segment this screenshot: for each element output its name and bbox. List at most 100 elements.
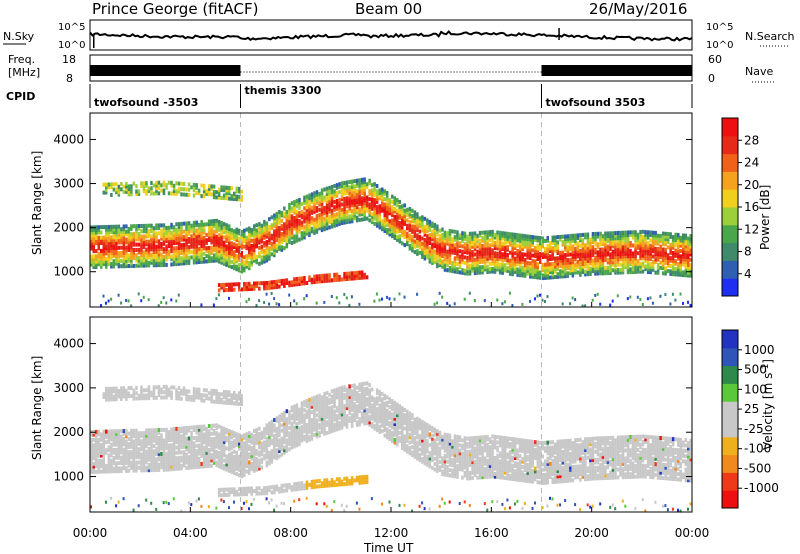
scatter-cell bbox=[644, 251, 647, 256]
scatter-cell bbox=[641, 264, 645, 269]
scatter-cell bbox=[177, 251, 181, 256]
scatter-cell bbox=[215, 455, 218, 460]
scatter-cell bbox=[466, 234, 469, 239]
scatter-cell bbox=[584, 253, 587, 258]
scatter-cell bbox=[177, 442, 181, 447]
scatter-cell bbox=[471, 268, 474, 273]
scatter-cell bbox=[523, 271, 527, 276]
scatter-cell bbox=[167, 467, 171, 472]
scatter-cell bbox=[594, 239, 597, 244]
scatter-cell bbox=[370, 193, 374, 198]
scatter-cell bbox=[360, 196, 364, 201]
scatter-cell bbox=[230, 469, 233, 474]
scatter-cell bbox=[197, 233, 201, 238]
scatter-cell bbox=[142, 253, 146, 257]
scatter-cell bbox=[649, 267, 652, 272]
scatter-cell bbox=[313, 225, 316, 230]
scatter-cell bbox=[300, 202, 304, 207]
scatter-cell bbox=[162, 446, 166, 451]
scatter-cell bbox=[175, 246, 178, 251]
scatter-cell bbox=[220, 436, 223, 441]
scatter-cell bbox=[243, 268, 246, 273]
scatter-cell bbox=[278, 244, 281, 249]
scatter-cell bbox=[526, 268, 529, 273]
scatter-cell bbox=[107, 238, 111, 243]
scatter-cell bbox=[446, 231, 449, 236]
scatter-cell bbox=[135, 450, 138, 454]
scatter-cell bbox=[135, 465, 138, 470]
scatter-cell bbox=[180, 455, 183, 460]
scatter-cell bbox=[105, 448, 108, 453]
scatter-cell bbox=[130, 240, 133, 245]
scatter-cell bbox=[403, 229, 406, 234]
colorbar-swatch bbox=[722, 224, 738, 244]
scatter-cell bbox=[636, 264, 640, 269]
scatter-cell bbox=[212, 447, 216, 452]
scatter-cell bbox=[604, 268, 607, 273]
scatter-cell bbox=[197, 432, 201, 437]
scatter-cell bbox=[682, 254, 685, 259]
scatter-cell bbox=[212, 423, 216, 428]
scatter-cell bbox=[152, 385, 156, 390]
scatter-cell bbox=[245, 440, 248, 445]
scatter-cell bbox=[458, 243, 462, 248]
scatter-cell bbox=[491, 266, 494, 271]
scatter-cell bbox=[140, 433, 143, 438]
scatter-cell bbox=[330, 192, 334, 197]
scatter-cell bbox=[285, 244, 289, 249]
scatter-cell bbox=[155, 186, 158, 191]
scatter-cell bbox=[233, 253, 236, 257]
scatter-cell bbox=[391, 226, 394, 231]
scatter-cell bbox=[212, 452, 216, 457]
scatter-cell bbox=[200, 448, 203, 453]
scatter-cell bbox=[473, 231, 477, 236]
scatter-cell bbox=[260, 444, 264, 449]
scatter-cell bbox=[606, 257, 610, 262]
scatter-cell bbox=[591, 261, 595, 266]
scatter-cell bbox=[260, 236, 264, 241]
scatter-cell bbox=[230, 464, 233, 469]
scatter-cell bbox=[135, 224, 138, 229]
scatter-cell bbox=[348, 276, 351, 281]
scatter-cell bbox=[401, 225, 404, 230]
scatter-cell bbox=[182, 442, 186, 447]
scatter-cell bbox=[313, 199, 316, 204]
scatter-cell bbox=[185, 457, 188, 462]
scatter-cell bbox=[187, 425, 191, 430]
scatter-cell bbox=[245, 259, 248, 264]
scatter-cell bbox=[228, 258, 231, 263]
scatter-cell bbox=[501, 252, 504, 257]
scatter-cell bbox=[192, 257, 196, 262]
scatter-cell bbox=[513, 232, 517, 237]
scatter-cell bbox=[110, 243, 113, 248]
scatter-cell bbox=[671, 235, 675, 240]
scatter-cell bbox=[117, 391, 121, 396]
scatter-cell bbox=[333, 194, 336, 199]
scatter-cell bbox=[531, 269, 534, 274]
scatter-cell bbox=[233, 260, 236, 265]
scatter-cell bbox=[368, 197, 371, 202]
scatter-cell bbox=[544, 275, 547, 280]
scatter-cell bbox=[473, 271, 477, 276]
scatter-cell bbox=[155, 183, 158, 188]
scatter-cell bbox=[95, 233, 98, 238]
scatter-cell bbox=[192, 395, 196, 400]
scatter-cell bbox=[348, 190, 351, 195]
scatter-cell bbox=[97, 238, 100, 243]
scatter-cell bbox=[155, 428, 158, 433]
scatter-cell bbox=[350, 182, 354, 187]
scatter-cell bbox=[235, 186, 238, 191]
scatter-cell bbox=[258, 426, 261, 431]
scatter-cell bbox=[383, 221, 386, 225]
scatter-cell bbox=[135, 455, 138, 460]
scatter-cell bbox=[340, 191, 344, 196]
scatter-cell bbox=[521, 241, 524, 246]
scatter-cell bbox=[375, 215, 379, 220]
scatter-cell bbox=[250, 446, 253, 450]
scatter-cell bbox=[162, 384, 166, 389]
scatter-cell bbox=[338, 208, 341, 213]
scatter-cell bbox=[463, 268, 467, 273]
scatter-cell bbox=[360, 183, 364, 188]
noise-cell bbox=[243, 501, 245, 505]
scatter-cell bbox=[105, 187, 108, 192]
